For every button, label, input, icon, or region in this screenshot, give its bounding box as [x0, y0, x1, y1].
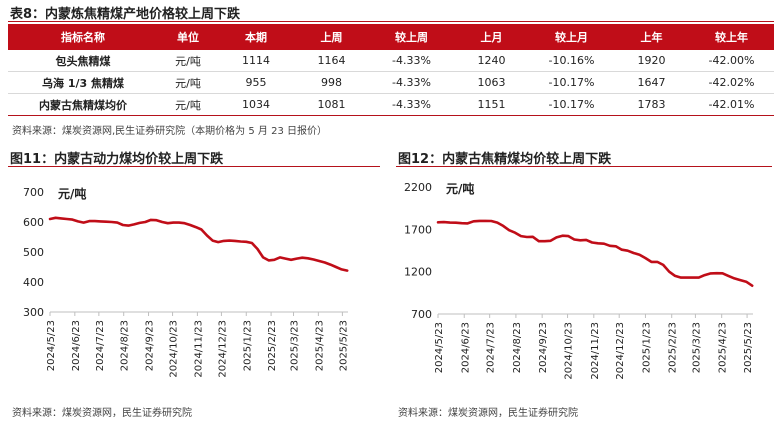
header-cell: 上周	[294, 24, 369, 50]
table-cell: 1151	[454, 93, 529, 116]
chart-1-title: 图11：内蒙古动力煤均价较上周下跌	[10, 152, 224, 167]
x-tick-label: 2025/5/23	[743, 322, 754, 373]
table-cell: -42.01%	[689, 93, 774, 116]
x-tick-label: 2024/9/23	[538, 322, 549, 373]
y-tick-label: 300	[23, 306, 44, 319]
table-row: 包头焦精煤 元/吨 1114 1164 -4.33% 1240 -10.16% …	[8, 50, 774, 72]
header-cell: 上月	[454, 24, 529, 50]
table-cell: 1081	[294, 93, 369, 116]
table-cell: -4.33%	[369, 50, 454, 72]
header-cell: 较上周	[369, 24, 454, 50]
y-axis-unit-label: 元/吨	[58, 186, 86, 201]
y-tick-label: 1200	[404, 266, 432, 279]
header-cell: 单位	[158, 24, 218, 50]
x-tick-label: 2025/4/23	[314, 320, 325, 371]
table-cell: -10.17%	[529, 71, 614, 94]
table-cell: -4.33%	[369, 93, 454, 116]
x-tick-label: 2025/1/23	[641, 322, 652, 373]
table-cell: 包头焦精煤	[8, 50, 158, 72]
table-header-row: 指标名称 单位 本期 上周 较上周 上月 较上月 上年 较上年	[8, 24, 774, 50]
y-tick-label: 700	[23, 186, 44, 199]
series-line	[48, 216, 349, 272]
chart-2-source-note: 资料来源：煤炭资源网，民生证券研究院	[398, 408, 578, 419]
x-tick-label: 2025/2/23	[267, 320, 278, 371]
table-cell: 1920	[614, 50, 689, 72]
table-cell: 元/吨	[158, 50, 218, 72]
y-tick-label: 2200	[404, 181, 432, 194]
table-cell: -4.33%	[369, 71, 454, 94]
chart-1-source-note: 资料来源：煤炭资源网，民生证券研究院	[12, 408, 192, 419]
x-tick-label: 2024/8/23	[512, 322, 523, 373]
header-cell: 较上年	[689, 24, 774, 50]
y-tick-label: 600	[23, 216, 44, 229]
y-axis-unit-label: 元/吨	[446, 181, 474, 196]
y-tick-label: 700	[411, 308, 432, 321]
x-tick-label: 2024/8/23	[120, 320, 131, 371]
x-tick-label: 2024/6/23	[71, 320, 82, 371]
table-cell: -10.17%	[529, 93, 614, 116]
table-cell: 1647	[614, 71, 689, 94]
x-tick-label: 2024/5/23	[46, 320, 57, 371]
x-tick-label: 2024/6/23	[460, 322, 471, 373]
table-cell: 1240	[454, 50, 529, 72]
x-tick-label: 2025/2/23	[668, 322, 679, 373]
table-cell: 1114	[218, 50, 294, 72]
table-cell: 1063	[454, 71, 529, 94]
series-line	[436, 219, 754, 287]
x-tick-label: 2024/10/23	[169, 320, 180, 378]
table-cell: 元/吨	[158, 93, 218, 116]
x-tick-label: 2024/11/23	[590, 322, 601, 380]
x-tick-label: 2024/11/23	[193, 320, 204, 378]
table-title-rule	[8, 21, 774, 22]
x-tick-label: 2024/5/23	[434, 322, 445, 373]
x-tick-label: 2025/5/23	[338, 320, 349, 371]
x-tick-label: 2025/4/23	[718, 322, 729, 373]
x-tick-label: 2024/12/23	[217, 320, 228, 378]
y-tick-label: 1700	[404, 223, 432, 236]
header-cell: 指标名称	[8, 24, 158, 50]
y-tick-label: 500	[23, 246, 44, 259]
x-tick-label: 2024/7/23	[95, 320, 106, 371]
header-cell: 上年	[614, 24, 689, 50]
x-tick-label: 2024/12/23	[615, 322, 626, 380]
table-cell: 乌海 1/3 焦精煤	[8, 71, 158, 94]
table-title: 表8：内蒙炼焦精煤产地价格较上周下跌	[10, 7, 241, 22]
price-table: 指标名称 单位 本期 上周 较上周 上月 较上月 上年 较上年 包头焦精煤 元/…	[8, 24, 774, 116]
table-cell: 955	[218, 71, 294, 94]
table-cell: 1783	[614, 93, 689, 116]
table-cell: -10.16%	[529, 50, 614, 72]
table-cell: 1164	[294, 50, 369, 72]
x-tick-label: 2025/1/23	[242, 320, 253, 371]
table-source-note: 资料来源：煤炭资源网,民生证券研究院（本期价格为 5 月 23 日报价）	[12, 126, 327, 137]
x-tick-label: 2024/7/23	[486, 322, 497, 373]
chart-1-title-rule	[8, 166, 380, 167]
table-row: 内蒙古焦精煤均价 元/吨 1034 1081 -4.33% 1151 -10.1…	[8, 93, 774, 116]
table-cell: -42.00%	[689, 50, 774, 72]
x-tick-label: 2024/9/23	[145, 320, 156, 371]
table-cell: 元/吨	[158, 71, 218, 94]
chart-2-title-rule	[396, 166, 772, 167]
table-cell: 内蒙古焦精煤均价	[8, 93, 158, 116]
table-cell: -42.02%	[689, 71, 774, 94]
chart-1-plot: 300 400 500 600 700 元/吨 2024/5/23 2024/6/23 2024…	[23, 186, 349, 378]
y-tick-label: 400	[23, 276, 44, 289]
x-tick-label: 2025/3/23	[290, 320, 301, 371]
header-cell: 较上月	[529, 24, 614, 50]
chart-2-title: 图12：内蒙古焦精煤均价较上周下跌	[398, 152, 612, 167]
table-cell: 998	[294, 71, 369, 94]
header-cell: 本期	[218, 24, 294, 50]
table-row: 乌海 1/3 焦精煤 元/吨 955 998 -4.33% 1063 -10.1…	[8, 71, 774, 94]
table-cell: 1034	[218, 93, 294, 116]
chart-2-plot: 700 1200 1700 2200 元/吨 2024/5/23 2024/6/23 2024…	[404, 181, 754, 380]
x-tick-label: 2024/10/23	[564, 322, 575, 380]
x-tick-label: 2025/3/23	[691, 322, 702, 373]
